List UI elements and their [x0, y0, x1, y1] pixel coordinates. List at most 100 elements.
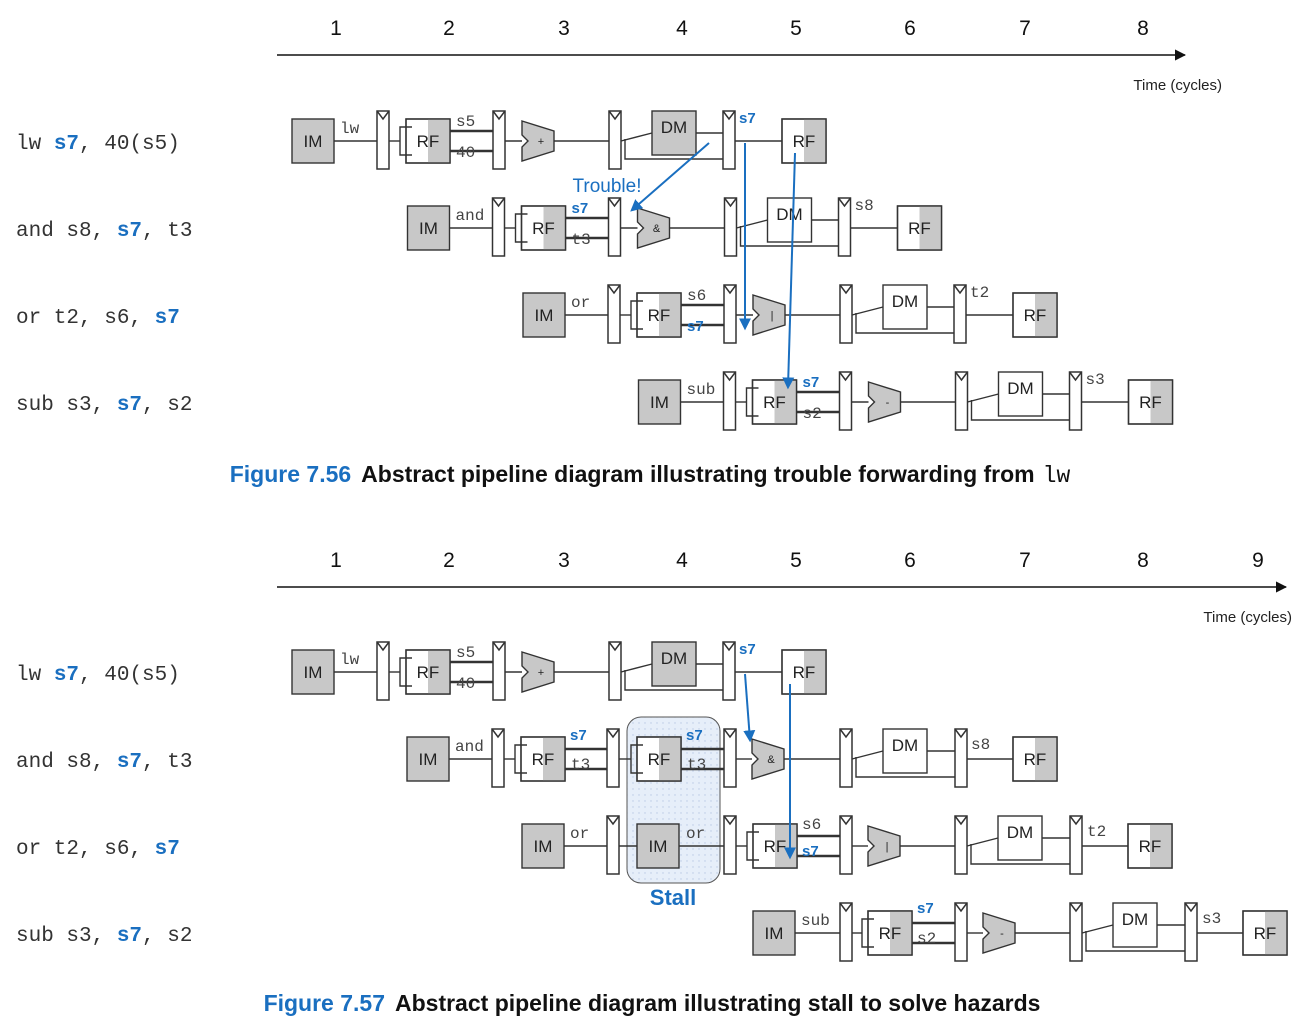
pipeline-register — [837, 197, 852, 257]
clock-notch — [839, 728, 853, 739]
alu-shape — [982, 912, 1016, 954]
pipeline-register — [723, 284, 737, 344]
forward-arrow-sub — [782, 152, 796, 390]
pipeline-register — [954, 728, 968, 788]
instr-hazard-reg: s7 — [54, 133, 79, 156]
rf-outline — [405, 118, 451, 164]
rf-unit: RF — [520, 736, 566, 782]
im-label: IM — [535, 306, 554, 325]
im-box — [636, 823, 680, 869]
wire — [399, 126, 412, 156]
rf-outline — [1242, 910, 1288, 956]
cycle-number: 1 — [330, 549, 342, 572]
im-label: IM — [419, 750, 438, 769]
read-reg-label: s5 — [456, 644, 475, 662]
rf-unit: RF — [1127, 823, 1173, 869]
pipeline-register — [723, 197, 738, 257]
wire — [620, 663, 653, 673]
rf-shade-right — [428, 119, 450, 163]
rf-unit: RF — [751, 379, 798, 425]
instr-hazard-reg: s7 — [117, 925, 142, 948]
cycle-number: 6 — [904, 549, 916, 572]
im-box — [291, 649, 335, 695]
pipeline-register — [607, 284, 621, 344]
dm-label: DM — [1007, 823, 1033, 842]
clock-notch — [839, 815, 853, 826]
rf-label: RF — [417, 663, 440, 682]
wire — [746, 831, 759, 861]
read-reg-label: s7 — [572, 200, 589, 217]
dm-unit: DM — [997, 371, 1044, 417]
clock-notch — [608, 641, 622, 652]
instr-part: , t3 — [142, 751, 192, 774]
writeback-label: s8 — [855, 197, 874, 215]
instr-hazard-reg: s7 — [155, 307, 180, 330]
wire — [736, 219, 768, 229]
rf-unit: RF — [1012, 736, 1058, 782]
pipeline-register — [954, 815, 968, 875]
clock-notch — [606, 728, 620, 739]
rf-outline — [896, 205, 943, 251]
dm-unit: DM — [766, 197, 813, 243]
alu-op: + — [538, 136, 544, 148]
dm-unit: DM — [882, 728, 928, 774]
alu-unit: + — [521, 651, 555, 693]
rf-unit: RF — [405, 649, 451, 695]
im-label: IM — [765, 924, 784, 943]
wire — [514, 744, 527, 774]
cycle-number: 8 — [1137, 549, 1149, 572]
dm-label: DM — [661, 649, 687, 668]
rf-outline — [636, 736, 682, 782]
cycle-number: 3 — [558, 17, 570, 40]
alu-shape — [867, 825, 901, 867]
alu-shape — [521, 120, 555, 162]
rf-outline — [1127, 379, 1174, 425]
clock-notch — [722, 641, 736, 652]
rf-label: RF — [1254, 924, 1277, 943]
rf-shade-right — [804, 650, 826, 694]
pipeline-register — [608, 641, 622, 701]
im-box — [752, 910, 796, 956]
pipeline-register — [491, 197, 506, 257]
clock-notch — [491, 728, 505, 739]
wire — [630, 300, 643, 330]
im-box — [406, 736, 450, 782]
rf-shade-right — [428, 650, 450, 694]
rf-shade-right — [543, 737, 565, 781]
rf-shade-right — [659, 293, 681, 337]
im-label: IM — [649, 837, 668, 856]
rf-unit: RF — [867, 910, 913, 956]
pipeline-register — [376, 641, 390, 701]
wire — [851, 306, 884, 316]
wire — [399, 657, 412, 687]
alu-unit: & — [636, 207, 671, 249]
read-reg-label: s5 — [456, 113, 475, 131]
cycle-number: 5 — [790, 549, 802, 572]
cycle-number: 5 — [790, 17, 802, 40]
dm-label: DM — [661, 118, 687, 137]
instr-part: , 40(s5) — [79, 133, 180, 156]
figure-caption: Figure 7.56 Abstract pipeline diagram ill… — [230, 461, 1071, 489]
alu-op: - — [886, 397, 890, 409]
instruction-text: and s8, s7, t3 — [16, 220, 192, 243]
pipeline-register — [954, 902, 968, 962]
instruction-text: sub s3, s7, s2 — [16, 925, 192, 948]
clock-notch — [492, 110, 506, 121]
rf-outline — [781, 118, 827, 164]
rf-outline — [1127, 823, 1173, 869]
dm-label: DM — [892, 736, 918, 755]
pipeline-register — [723, 728, 737, 788]
instr-part: lw — [16, 133, 54, 156]
rf-outline — [1012, 292, 1058, 338]
rf-unit: RF — [636, 292, 682, 338]
pipeline-register — [723, 815, 737, 875]
im-unit: IM — [752, 910, 796, 956]
cycle-number: 7 — [1019, 549, 1031, 572]
wire — [855, 313, 954, 334]
alu-op: & — [767, 754, 775, 766]
instr-part: , 40(s5) — [79, 664, 180, 687]
pipeline-register — [722, 641, 736, 701]
im-unit: IM — [636, 823, 680, 869]
